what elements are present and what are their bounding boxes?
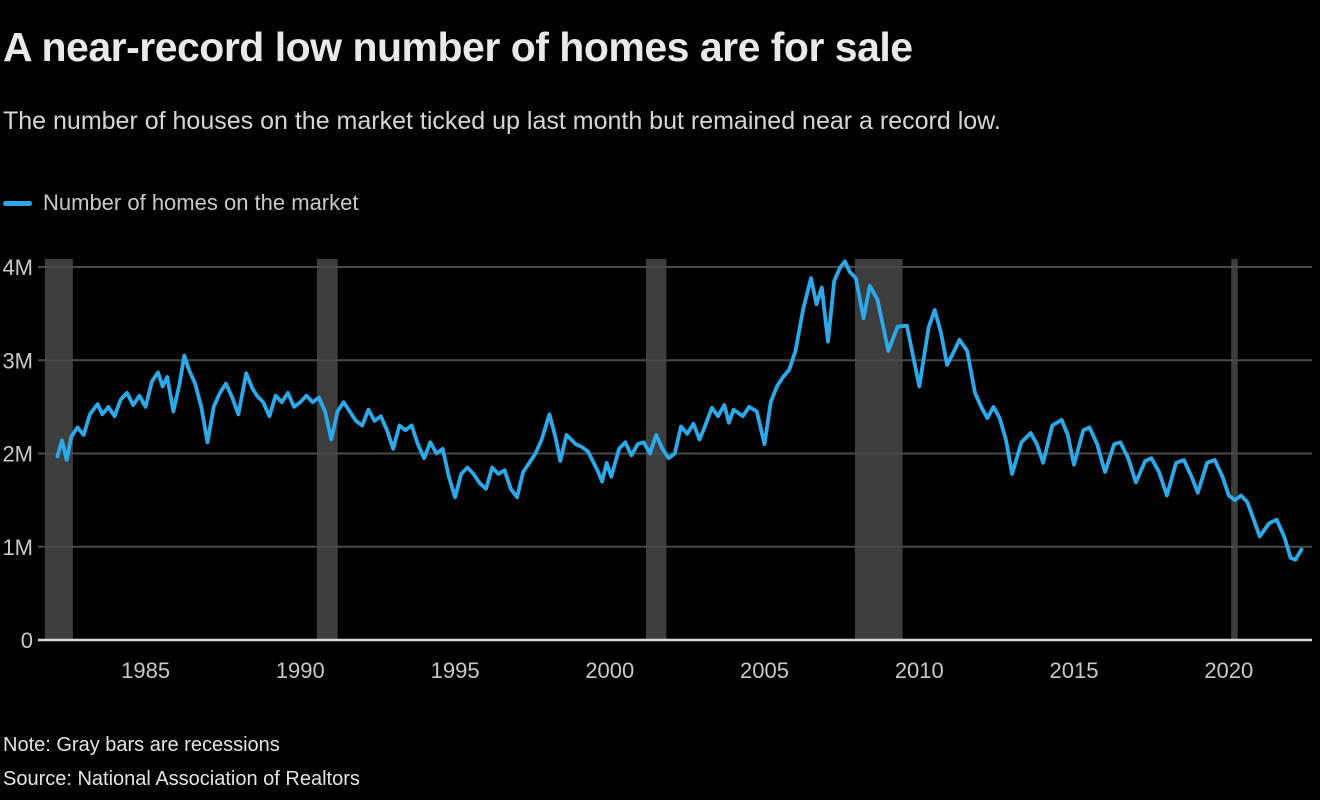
chart-source: Source: National Association of Realtors bbox=[3, 768, 360, 790]
recession-band bbox=[646, 259, 667, 639]
series-line bbox=[55, 259, 1304, 562]
chart-subtitle: The number of houses on the market ticke… bbox=[3, 107, 1001, 135]
legend-line-swatch bbox=[3, 200, 32, 206]
recession-band bbox=[317, 259, 338, 639]
x-tick-label: 2020 bbox=[1204, 658, 1253, 683]
y-tick-label: 0 bbox=[21, 628, 33, 653]
chart-note: Note: Gray bars are recessions bbox=[3, 734, 280, 756]
x-tick-label: 2010 bbox=[895, 658, 944, 683]
recession-band bbox=[1231, 259, 1238, 639]
x-tick-label: 2015 bbox=[1050, 658, 1099, 683]
y-tick-label: 4M bbox=[2, 255, 33, 280]
y-tick-label: 2M bbox=[2, 442, 33, 467]
x-tick-label: 2005 bbox=[740, 658, 789, 683]
x-tick-label: 1985 bbox=[121, 658, 170, 683]
legend-label: Number of homes on the market bbox=[43, 190, 359, 215]
legend: Number of homes on the market bbox=[3, 190, 358, 216]
y-tick-label: 3M bbox=[2, 348, 33, 373]
recession-band bbox=[854, 259, 903, 639]
x-tick-label: 2000 bbox=[585, 658, 634, 683]
chart-title: A near-record low number of homes are fo… bbox=[3, 24, 913, 70]
y-tick-label: 1M bbox=[2, 535, 33, 560]
x-tick-label: 1995 bbox=[431, 658, 480, 683]
x-tick-label: 1990 bbox=[276, 658, 325, 683]
